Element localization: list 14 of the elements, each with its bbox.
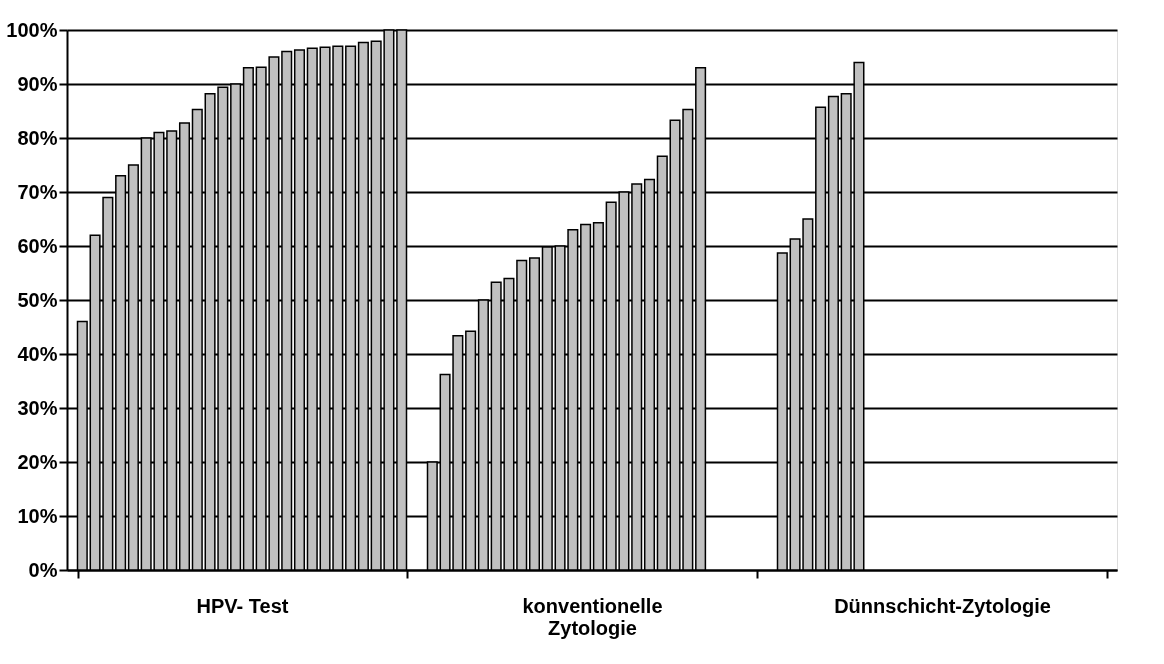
y-tick-label: 40%: [17, 342, 58, 365]
x-tick-label: Dünnschicht-Zytologie: [834, 594, 1051, 617]
y-tick-label: 90%: [17, 72, 58, 95]
y-tick-label: 0%: [28, 558, 58, 581]
x-tick-label: HPV- Test: [196, 594, 289, 617]
x-tick-label: konventionelle Zytologie: [522, 594, 663, 639]
y-tick-label: 30%: [17, 396, 58, 419]
y-tick-label: 20%: [17, 450, 58, 473]
y-tick-label: 50%: [17, 288, 58, 311]
y-tick-label: 10%: [17, 504, 58, 527]
y-tick-label: 80%: [17, 126, 58, 149]
y-tick-label: 70%: [17, 180, 58, 203]
y-tick-label: 100%: [6, 18, 58, 41]
y-tick-label: 60%: [17, 234, 58, 257]
